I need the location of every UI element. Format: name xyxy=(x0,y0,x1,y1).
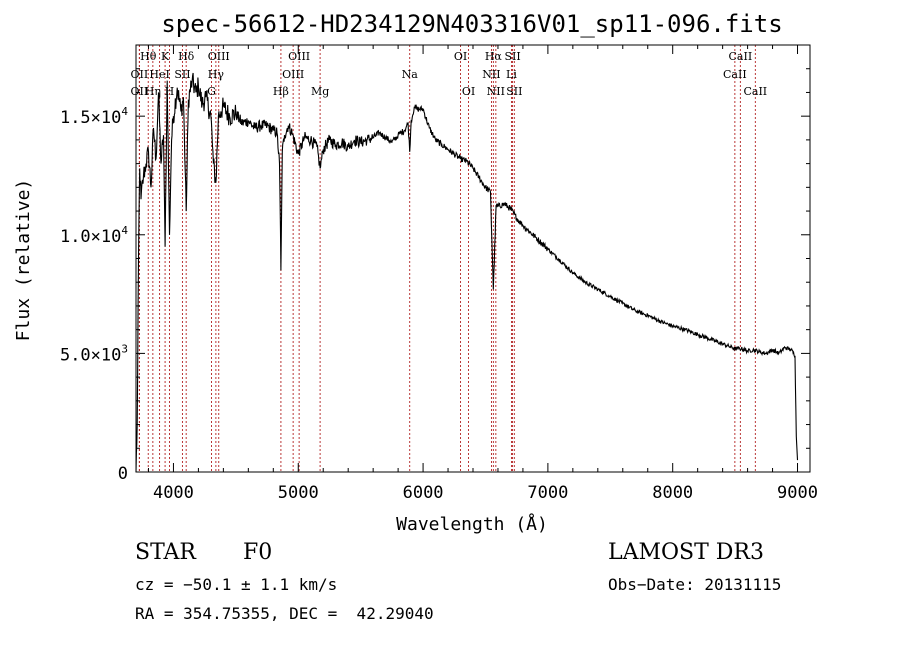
y-tick-label: 1.0×104 xyxy=(60,224,128,247)
spectrum-line xyxy=(135,72,799,473)
object-type: STAR xyxy=(135,540,196,565)
line-marker-label: Hη xyxy=(145,85,161,98)
x-axis-label: Wavelength (Å) xyxy=(396,513,548,535)
y-tick-label: 1.5×104 xyxy=(60,105,128,128)
line-marker-label: OIII xyxy=(288,50,310,63)
y-tick-label: 0 xyxy=(118,464,128,484)
line-marker-label: Hθ xyxy=(140,50,157,63)
line-marker-label: Na xyxy=(402,68,419,81)
y-tick-label: 5.0×103 xyxy=(60,342,128,365)
chart-title: spec-56612-HD234129N403316V01_sp11-096.f… xyxy=(161,10,782,38)
line-marker-label: OIII xyxy=(282,68,304,81)
line-marker-label: NII xyxy=(482,68,500,81)
spectral-line-markers xyxy=(138,45,756,472)
line-marker-label: NII xyxy=(487,85,505,98)
x-tick-label: 4000 xyxy=(153,483,194,503)
line-marker-label: OI xyxy=(454,50,467,63)
line-marker-label: OII xyxy=(131,68,149,81)
line-marker-label: H xyxy=(165,85,175,98)
line-marker-label: HeI xyxy=(149,68,169,81)
line-marker-label: CaII xyxy=(723,68,747,81)
redshift-velocity: cz = −50.1 ± 1.1 km/s xyxy=(135,575,338,594)
line-marker-label: Li xyxy=(506,68,517,81)
line-marker-label: G xyxy=(207,85,216,98)
line-marker-label: Mg xyxy=(311,85,329,98)
line-marker-label: SII xyxy=(504,50,520,63)
line-marker-label: SII xyxy=(506,85,522,98)
subclass: F0 xyxy=(243,540,273,565)
x-axis: 4000 5000 6000 7000 8000 9000 xyxy=(147,45,818,503)
survey-name: LAMOST DR3 xyxy=(608,540,764,565)
x-tick-label: 5000 xyxy=(278,483,319,503)
x-tick-label: 8000 xyxy=(652,483,693,503)
line-marker-label: OIII xyxy=(208,50,230,63)
line-marker-label: K xyxy=(161,50,170,63)
x-tick-label: 6000 xyxy=(403,483,444,503)
line-marker-label: CaII xyxy=(743,85,767,98)
coordinates: RA = 354.75355, DEC = 42.29040 xyxy=(135,604,434,623)
line-marker-label: Hβ xyxy=(273,85,289,98)
line-marker-label: CaII xyxy=(729,50,753,63)
y-axis: 0 5.0×103 1.0×104 1.5×104 xyxy=(60,68,810,484)
observation-date: Obs−Date: 20131115 xyxy=(608,575,782,594)
line-marker-label: OI xyxy=(462,85,475,98)
y-axis-label: Flux (relative) xyxy=(13,179,34,342)
x-tick-label: 7000 xyxy=(527,483,568,503)
x-tick-label: 9000 xyxy=(777,483,818,503)
line-marker-label: Hγ xyxy=(208,68,225,81)
plot-frame xyxy=(135,44,811,473)
line-marker-label: OII xyxy=(131,85,149,98)
line-marker-label: Hδ xyxy=(178,50,195,63)
line-marker-label: SII xyxy=(174,68,190,81)
line-marker-label: Hα xyxy=(485,50,503,63)
